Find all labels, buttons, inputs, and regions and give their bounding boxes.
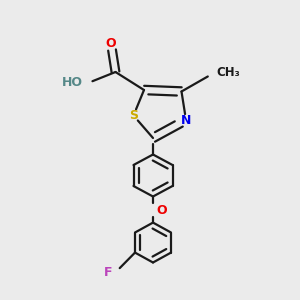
Text: S: S [129,109,138,122]
Text: F: F [103,266,112,279]
Text: O: O [157,203,167,217]
Text: O: O [106,37,116,50]
Text: CH₃: CH₃ [217,65,240,79]
Text: N: N [181,113,191,127]
Text: HO: HO [62,76,83,89]
